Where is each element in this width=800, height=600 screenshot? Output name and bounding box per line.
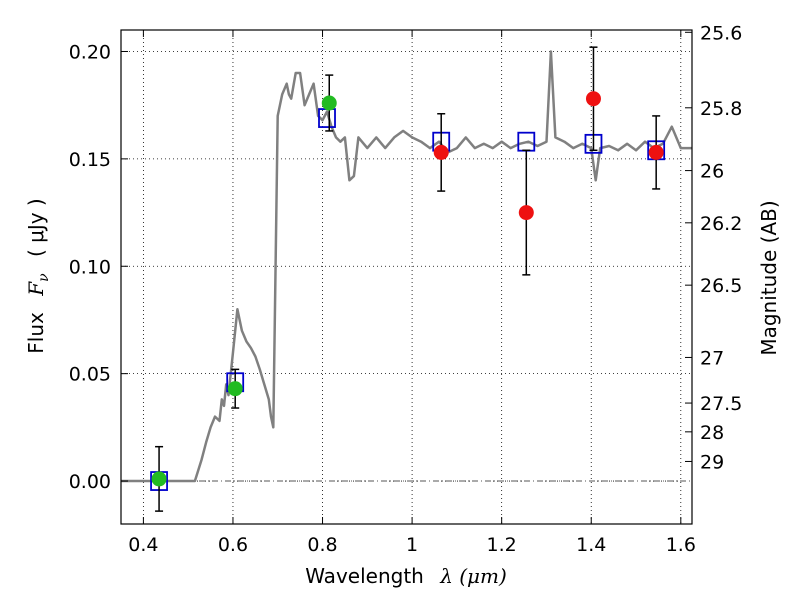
x-axis-title-text: Wavelength	[305, 564, 424, 588]
y2-tick-label: 28	[700, 422, 724, 444]
y2-tick-label: 26.2	[700, 213, 742, 235]
x-axis-title: Wavelength λ (μm)	[305, 564, 507, 588]
x-tick-label: 0.6	[218, 534, 248, 556]
x-tick-label: 1.4	[576, 534, 606, 556]
y2-tick-label: 27	[700, 347, 724, 369]
y-axis-title: Flux Fν ( μJy )	[24, 198, 53, 353]
y2-tick-label: 25.8	[700, 98, 742, 120]
observed-photometry-group	[151, 46, 664, 512]
y2-tick-label: 25.6	[700, 22, 742, 44]
y-tick-label: 0.15	[69, 149, 111, 171]
observed-point-optical	[321, 95, 337, 111]
y-axis-title-math-sub: ν	[36, 273, 52, 282]
y-axis-title-unit: ( μJy )	[24, 198, 48, 257]
y2-axis-title: Magnitude (AB)	[757, 200, 781, 355]
axis-ticks	[121, 30, 692, 524]
observed-point-nir	[585, 91, 601, 107]
template-spectrum-line	[121, 50, 692, 483]
observed-point-nir	[433, 144, 449, 160]
x-tick-label: 0.4	[128, 534, 158, 556]
y2-tick-label: 26	[700, 161, 724, 183]
y2-tick-label: 26.5	[700, 275, 742, 297]
y-tick-label: 0.05	[69, 364, 111, 386]
y-tick-label: 0.00	[69, 471, 111, 493]
observed-point-nir	[518, 205, 534, 221]
y2-tick-labels: 25.6 25.8 26 26.2 26.5 27 27.5 28 29	[700, 22, 742, 473]
y-tick-label: 0.10	[69, 256, 111, 278]
template-spectrum-group	[121, 50, 692, 483]
y2-tick-label: 29	[700, 451, 724, 473]
x-axis-title-math: λ (μm)	[439, 564, 507, 588]
plot-frame	[120, 29, 693, 525]
observed-point-optical	[227, 381, 243, 397]
y-tick-label: 0.20	[69, 41, 111, 63]
x-tick-label: 1	[406, 534, 418, 556]
x-tick-labels: 0.4 0.6 0.8 1 1.2 1.4 1.6	[128, 534, 696, 556]
observed-point-nir	[648, 144, 664, 160]
y-axis-title-text: Flux	[24, 312, 48, 354]
observed-point-optical	[151, 471, 167, 487]
x-tick-label: 0.8	[307, 534, 337, 556]
y-axis-title-math: F	[24, 281, 48, 297]
x-tick-label: 1.6	[666, 534, 696, 556]
y2-tick-label: 27.5	[700, 393, 742, 415]
y-tick-labels: 0.00 0.05 0.10 0.15 0.20	[69, 41, 111, 493]
x-tick-label: 1.2	[487, 534, 517, 556]
